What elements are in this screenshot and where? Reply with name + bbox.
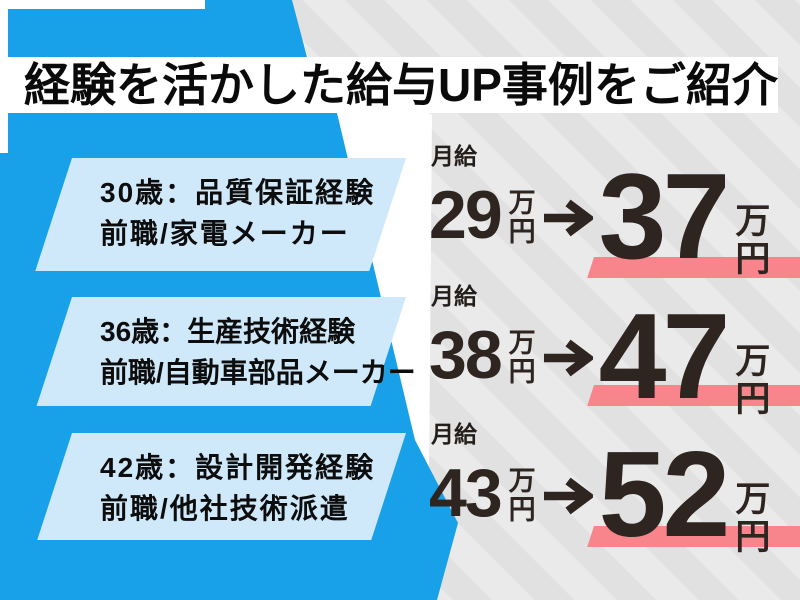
profile-text-3: 42歳：設計開発経験 前職/他社技術派遣 bbox=[72, 433, 406, 529]
after-salary-unit: 万円 bbox=[730, 342, 770, 418]
profile-box-2: 36歳：生産技術経験 前職/自動車部品メーカー bbox=[36, 297, 416, 406]
page-title: 経験を活かした給与UP事例をご紹介 bbox=[24, 59, 778, 111]
after-salary-unit: 万円 bbox=[730, 480, 770, 556]
profile-line2: 前職/他社技術派遣 bbox=[100, 492, 350, 524]
arrow-right-icon bbox=[541, 198, 595, 238]
arrow-right-icon bbox=[541, 476, 595, 516]
profile-line1: 30歳：品質保証経験 bbox=[100, 177, 376, 208]
top-white-sliver bbox=[0, 0, 205, 9]
salary-numbers: 29 万円 37 万円 bbox=[429, 148, 770, 284]
after-salary-unit: 万円 bbox=[730, 202, 770, 278]
after-salary-value: 52 bbox=[598, 426, 731, 562]
profile-text-2: 36歳：生産技術経験 前職/自動車部品メーカー bbox=[72, 297, 416, 393]
profile-box-3: 42歳：設計開発経験 前職/他社技術派遣 bbox=[37, 433, 407, 540]
before-salary-unit: 万円 bbox=[504, 466, 535, 524]
salary-numbers: 38 万円 47 万円 bbox=[429, 288, 770, 424]
profile-line2: 前職/家電メーカー bbox=[100, 217, 350, 249]
before-salary-value: 43 bbox=[429, 455, 503, 531]
arrow-right-icon bbox=[541, 338, 595, 378]
after-salary-value: 47 bbox=[598, 288, 731, 424]
salary-label: 月給 bbox=[431, 421, 477, 447]
profile-text-1: 30歳：品質保証経験 前職/家電メーカー bbox=[72, 158, 406, 254]
salary-change-group-1: 月給 29 万円 37 万円 bbox=[429, 143, 770, 284]
profile-line1: 36歳：生産技術経験 bbox=[100, 316, 356, 347]
profile-box-1: 30歳：品質保証経験 前職/家電メーカー bbox=[35, 158, 407, 271]
before-salary-unit: 万円 bbox=[504, 188, 535, 246]
salary-change-group-2: 月給 38 万円 47 万円 bbox=[429, 283, 770, 424]
before-salary-unit: 万円 bbox=[504, 328, 535, 386]
profile-line2: 前職/自動車部品メーカー bbox=[100, 356, 416, 388]
salary-label: 月給 bbox=[431, 143, 477, 169]
after-salary-value: 37 bbox=[598, 148, 731, 284]
before-salary-value: 29 bbox=[429, 177, 503, 253]
salary-numbers: 43 万円 52 万円 bbox=[429, 426, 770, 562]
before-salary-value: 38 bbox=[429, 317, 503, 393]
title-banner: 経験を活かした給与UP事例をご紹介 bbox=[0, 57, 778, 113]
salary-label: 月給 bbox=[431, 283, 477, 309]
salary-change-group-3: 月給 43 万円 52 万円 bbox=[429, 421, 770, 562]
profile-line1: 42歳：設計開発経験 bbox=[100, 452, 376, 483]
